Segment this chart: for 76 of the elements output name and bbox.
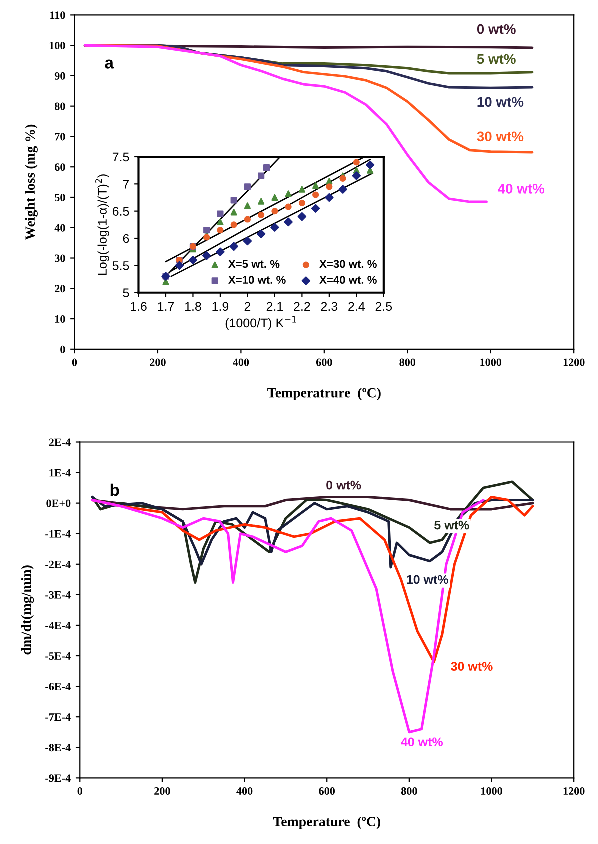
y-tick-label: 100 bbox=[50, 42, 66, 50]
x-tick-label: 1000 bbox=[480, 358, 502, 366]
series-label: 40 wt% bbox=[401, 738, 443, 747]
y-tick-label: 50 bbox=[55, 194, 66, 202]
y-tick-label: 80 bbox=[54, 102, 66, 110]
series-label: 40 wt% bbox=[498, 184, 545, 194]
y-tick-label: -1E-4 bbox=[46, 530, 71, 538]
y-tick-label: -3E-4 bbox=[46, 591, 71, 599]
x-tick-label: 0 bbox=[78, 788, 82, 796]
legend-label: X=10 wt. % bbox=[228, 276, 286, 284]
x-tick-label: 1200 bbox=[564, 358, 585, 366]
y-tick-label: 7.5 bbox=[112, 152, 130, 162]
y-tick-label: 20 bbox=[55, 285, 66, 293]
x-axis-title: (1000/T) K$^{−1}$ bbox=[226, 316, 296, 330]
y-tick-label: 0E+0 bbox=[46, 500, 71, 508]
x-tick-label: 2 bbox=[244, 302, 251, 311]
x-tick-label: 1200 bbox=[564, 788, 585, 796]
y-axis-title: dm/dt(mg/min) bbox=[21, 566, 34, 655]
y-tick-label: 5 bbox=[123, 288, 130, 298]
x-tick-label: 1.9 bbox=[212, 302, 229, 312]
x-tick-label: 2.3 bbox=[321, 302, 338, 312]
y-tick-label: 1E-4 bbox=[50, 469, 71, 477]
legend-label: X=30 wt. % bbox=[320, 260, 377, 268]
x-tick-label: 600 bbox=[316, 358, 332, 366]
series-label: 0 wt% bbox=[477, 24, 516, 34]
annotation: a bbox=[105, 60, 114, 69]
y-tick-label: 0 bbox=[60, 346, 66, 354]
x-tick-label: 0 bbox=[72, 358, 78, 366]
y-tick-label: 70 bbox=[55, 133, 66, 141]
x-tick-label: 200 bbox=[150, 358, 166, 366]
y-tick-label: -6E-4 bbox=[46, 683, 71, 691]
x-tick-label: 2.1 bbox=[266, 302, 284, 311]
y-tick-label: 7 bbox=[123, 180, 130, 189]
legend-label: X=40 wt. % bbox=[320, 276, 377, 284]
x-axis-title: Temperature (ºC) bbox=[273, 816, 380, 830]
x-tick-label: 400 bbox=[236, 788, 253, 796]
x-tick-label: 1.7 bbox=[158, 302, 174, 311]
y-tick-label: 2E-4 bbox=[49, 438, 71, 446]
series-label: 30 wt% bbox=[477, 132, 524, 142]
y-axis-title: Log(-log(1-α)/(T)$^{2}$) bbox=[96, 174, 110, 276]
y-tick-label: 30 bbox=[55, 254, 66, 262]
y-tick-label: 110 bbox=[50, 12, 66, 20]
y-tick-label: 90 bbox=[54, 72, 66, 80]
legend-label: X=5 wt. % bbox=[228, 260, 280, 268]
x-tick-label: 2.5 bbox=[376, 302, 392, 312]
y-tick-label: -5E-4 bbox=[46, 652, 71, 660]
series-label: 5 wt% bbox=[477, 54, 516, 64]
y-tick-label: -9E-4 bbox=[46, 774, 71, 782]
x-tick-label: 1.6 bbox=[131, 302, 147, 312]
series-label: 0 wt% bbox=[326, 480, 362, 490]
series-label: 30 wt% bbox=[451, 662, 493, 672]
series-label: 10 wt% bbox=[407, 575, 448, 584]
annotation: b bbox=[110, 484, 120, 496]
x-tick-label: 200 bbox=[154, 788, 170, 796]
x-tick-label: 2.4 bbox=[348, 302, 365, 311]
y-tick-label: 40 bbox=[54, 224, 66, 232]
x-tick-label: 800 bbox=[400, 358, 416, 366]
y-axis-title: Weight loss (mg %) bbox=[25, 124, 38, 240]
x-tick-label: 2.2 bbox=[294, 302, 310, 311]
y-tick-label: -7E-4 bbox=[46, 714, 71, 721]
x-tick-label: 400 bbox=[233, 358, 250, 366]
x-tick-label: 800 bbox=[401, 788, 418, 796]
y-tick-label: 6 bbox=[123, 234, 130, 244]
y-tick-label: 10 bbox=[56, 316, 66, 323]
x-tick-label: 1.8 bbox=[185, 302, 202, 312]
y-tick-label: 6.5 bbox=[112, 207, 130, 216]
y-tick-label: -2E-4 bbox=[46, 560, 71, 568]
series-label: 5 wt% bbox=[434, 520, 470, 530]
x-axis-title: Temperatrure (ºC) bbox=[268, 388, 381, 401]
y-tick-label: -8E-4 bbox=[46, 744, 71, 752]
x-tick-label: 1000 bbox=[482, 788, 502, 796]
x-tick-label: 600 bbox=[319, 788, 336, 796]
y-tick-label: 60 bbox=[54, 164, 66, 172]
series-label: 10 wt% bbox=[478, 97, 524, 108]
y-tick-label: -4E-4 bbox=[46, 622, 71, 630]
y-tick-label: 5.5 bbox=[112, 262, 130, 270]
